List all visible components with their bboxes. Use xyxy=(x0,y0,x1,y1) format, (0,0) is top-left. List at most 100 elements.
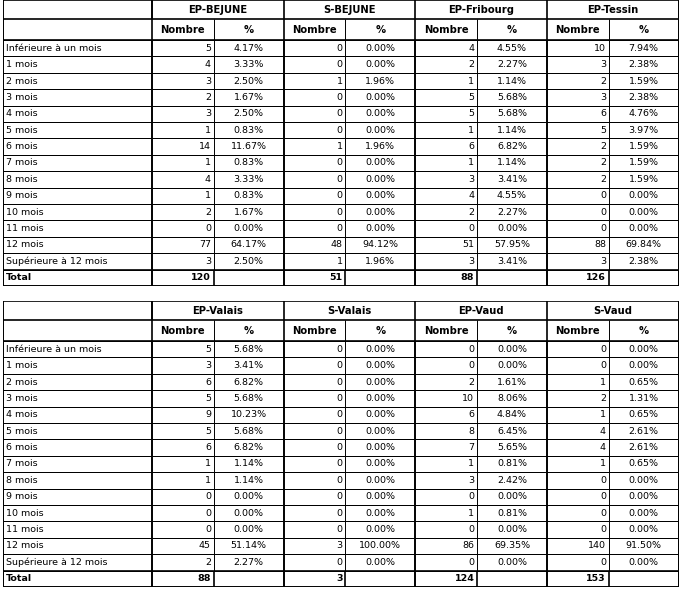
Text: 3: 3 xyxy=(468,175,474,184)
Text: 51: 51 xyxy=(329,273,342,282)
Text: 10: 10 xyxy=(594,44,606,53)
Text: 51.14%: 51.14% xyxy=(231,541,267,550)
Text: 1.67%: 1.67% xyxy=(234,208,264,217)
Text: 3 mois: 3 mois xyxy=(6,394,38,403)
Text: 3.41%: 3.41% xyxy=(497,257,527,266)
Text: 1 mois: 1 mois xyxy=(6,60,38,69)
Text: 2.27%: 2.27% xyxy=(234,558,264,567)
Text: Nombre: Nombre xyxy=(424,326,469,336)
Text: 0.00%: 0.00% xyxy=(366,93,396,102)
Text: 0: 0 xyxy=(337,443,342,452)
Text: 153: 153 xyxy=(587,574,606,583)
Text: 0.00%: 0.00% xyxy=(366,492,396,501)
Text: 3: 3 xyxy=(336,541,342,550)
Text: 0.00%: 0.00% xyxy=(366,476,396,485)
Text: 5: 5 xyxy=(205,427,211,436)
Text: 2: 2 xyxy=(205,558,211,567)
Text: 0.00%: 0.00% xyxy=(366,345,396,354)
Text: Supérieure à 12 mois: Supérieure à 12 mois xyxy=(6,256,108,266)
Text: 5: 5 xyxy=(205,345,211,354)
Text: 0.00%: 0.00% xyxy=(497,361,527,370)
Text: 0: 0 xyxy=(600,492,606,501)
Text: 0.00%: 0.00% xyxy=(366,459,396,468)
Text: 9 mois: 9 mois xyxy=(6,492,38,501)
Text: 64.17%: 64.17% xyxy=(231,240,267,249)
Text: 0: 0 xyxy=(600,525,606,534)
Text: 0: 0 xyxy=(337,191,342,200)
Text: 3.33%: 3.33% xyxy=(233,60,264,69)
Text: 0: 0 xyxy=(600,558,606,567)
Text: 3: 3 xyxy=(468,476,474,485)
Text: 0.00%: 0.00% xyxy=(366,411,396,420)
Text: 6.82%: 6.82% xyxy=(234,377,264,386)
Text: 7 mois: 7 mois xyxy=(6,459,38,468)
Text: 0: 0 xyxy=(337,93,342,102)
Text: 6 mois: 6 mois xyxy=(6,142,38,151)
Text: 2: 2 xyxy=(205,208,211,217)
Text: 2: 2 xyxy=(600,175,606,184)
Text: 3 mois: 3 mois xyxy=(6,93,38,102)
Text: 0: 0 xyxy=(205,492,211,501)
Text: 0: 0 xyxy=(600,191,606,200)
Text: 1.14%: 1.14% xyxy=(497,126,527,135)
Text: 5.68%: 5.68% xyxy=(234,394,264,403)
Text: 1.67%: 1.67% xyxy=(234,93,264,102)
Text: 0: 0 xyxy=(600,345,606,354)
Text: 3: 3 xyxy=(205,110,211,119)
Text: 0: 0 xyxy=(337,476,342,485)
Text: 3: 3 xyxy=(600,60,606,69)
Text: Inférieure à un mois: Inférieure à un mois xyxy=(6,44,102,53)
Text: 3: 3 xyxy=(205,76,211,85)
Text: 1.59%: 1.59% xyxy=(629,76,659,85)
Text: 9: 9 xyxy=(205,411,211,420)
Text: 6.45%: 6.45% xyxy=(497,427,527,436)
Text: 0: 0 xyxy=(600,224,606,233)
Text: 2.38%: 2.38% xyxy=(629,257,659,266)
Text: 1.96%: 1.96% xyxy=(366,257,396,266)
Text: 0.00%: 0.00% xyxy=(629,509,659,518)
Text: 0: 0 xyxy=(337,525,342,534)
Text: 1.31%: 1.31% xyxy=(629,394,659,403)
Text: 0.00%: 0.00% xyxy=(366,60,396,69)
Text: 2: 2 xyxy=(600,76,606,85)
Text: 2: 2 xyxy=(469,377,474,386)
Text: 14: 14 xyxy=(199,142,211,151)
Text: %: % xyxy=(507,326,517,336)
Text: 126: 126 xyxy=(586,273,606,282)
Text: 4: 4 xyxy=(600,443,606,452)
Text: 4 mois: 4 mois xyxy=(6,411,38,420)
Text: 2: 2 xyxy=(600,158,606,167)
Text: 0: 0 xyxy=(600,476,606,485)
Text: 2: 2 xyxy=(600,394,606,403)
Text: 2.38%: 2.38% xyxy=(629,93,659,102)
Text: EP-Valais: EP-Valais xyxy=(192,306,243,315)
Text: 0.00%: 0.00% xyxy=(366,158,396,167)
Text: 1: 1 xyxy=(469,126,474,135)
Text: 2.27%: 2.27% xyxy=(497,208,527,217)
Text: 4: 4 xyxy=(469,44,474,53)
Text: 6: 6 xyxy=(205,377,211,386)
Text: 88: 88 xyxy=(594,240,606,249)
Text: 0.00%: 0.00% xyxy=(629,191,659,200)
Text: 0: 0 xyxy=(337,377,342,386)
Text: S-Vaud: S-Vaud xyxy=(593,306,632,315)
Text: 0.00%: 0.00% xyxy=(234,224,264,233)
Text: 4.55%: 4.55% xyxy=(497,191,527,200)
Text: 4: 4 xyxy=(469,191,474,200)
Text: Supérieure à 12 mois: Supérieure à 12 mois xyxy=(6,557,108,567)
Text: 5: 5 xyxy=(469,110,474,119)
Text: %: % xyxy=(638,25,649,35)
Text: 91.50%: 91.50% xyxy=(625,541,662,550)
Text: 77: 77 xyxy=(199,240,211,249)
Text: %: % xyxy=(375,25,385,35)
Text: %: % xyxy=(507,25,517,35)
Text: 0.00%: 0.00% xyxy=(629,361,659,370)
Text: 2.50%: 2.50% xyxy=(234,257,264,266)
Text: Nombre: Nombre xyxy=(556,25,600,35)
Text: 0.00%: 0.00% xyxy=(366,394,396,403)
Text: 1: 1 xyxy=(600,459,606,468)
Text: 7 mois: 7 mois xyxy=(6,158,38,167)
Text: 5 mois: 5 mois xyxy=(6,427,38,436)
Text: 0.00%: 0.00% xyxy=(497,558,527,567)
Text: 2.38%: 2.38% xyxy=(629,60,659,69)
